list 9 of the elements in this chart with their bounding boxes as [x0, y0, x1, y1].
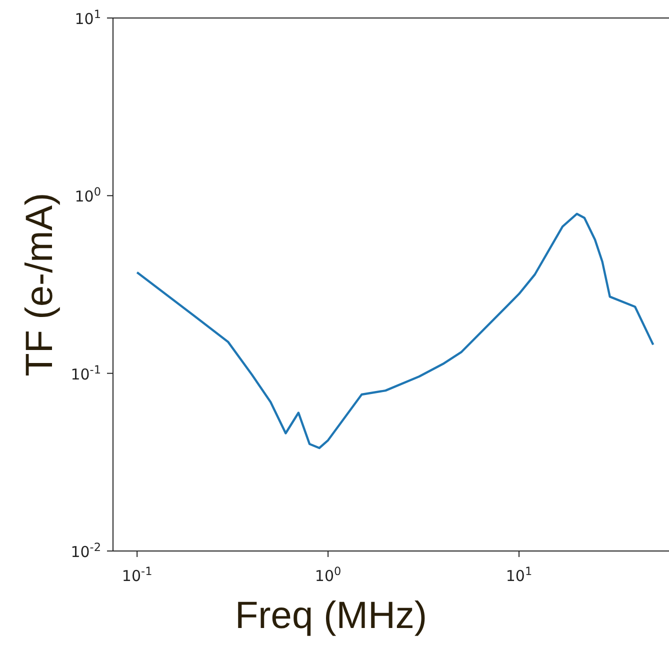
y-tick-label: 10$^{-1}$ [70, 362, 101, 384]
y-tick-label: 10$^{0}$ [74, 185, 101, 206]
y-tick-label: 10$^{-2}$ [70, 540, 101, 561]
x-tick-label: 10$^{-1}$ [122, 564, 152, 585]
y-tick-label: 10$^{1}$ [74, 8, 101, 28]
y-axis-title: TF (e-/mA) [19, 192, 61, 376]
x-tick-label: 10$^{0}$ [314, 564, 342, 585]
x-axis-title: Freq (MHz) [234, 595, 428, 637]
x-tick-label: 10$^{1}$ [506, 564, 532, 585]
